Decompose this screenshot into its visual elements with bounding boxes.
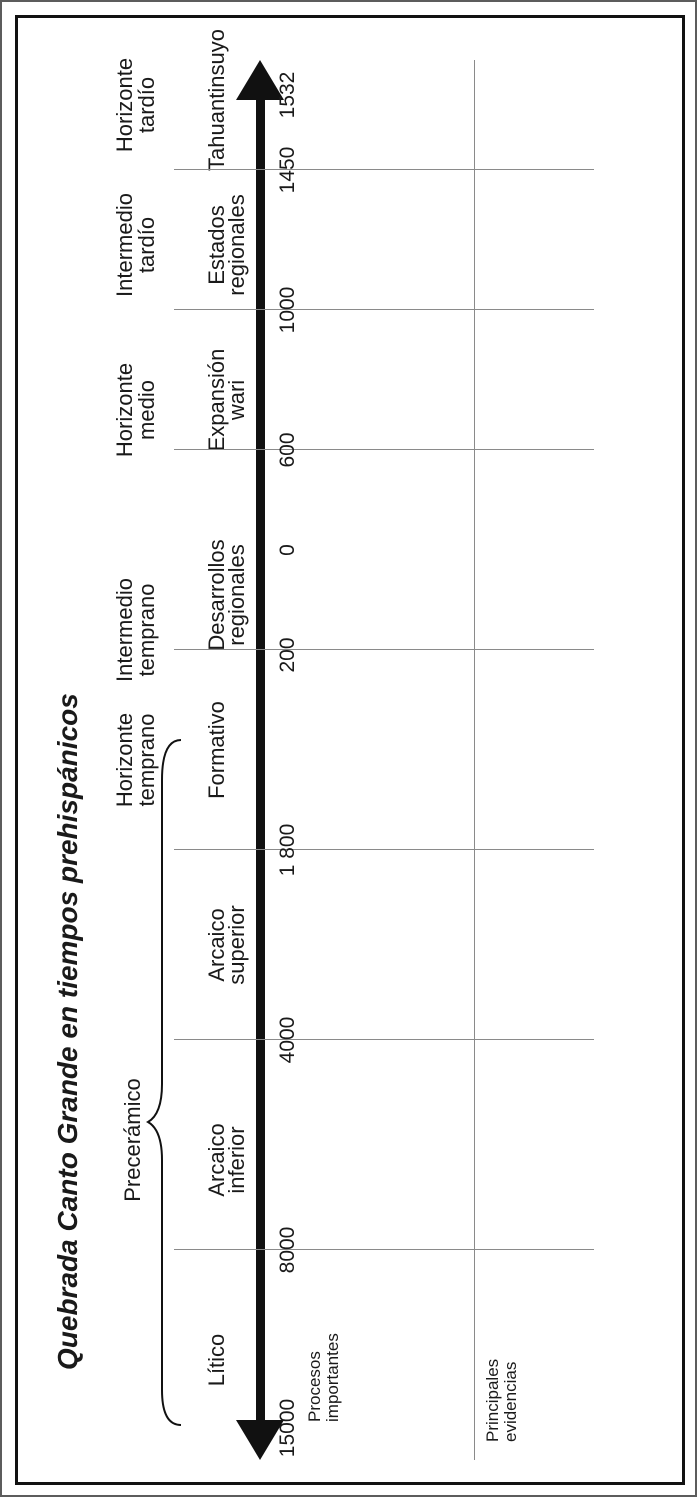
- group-label-preceramico: Precerámico: [120, 1078, 145, 1202]
- period-line2: tardío: [134, 76, 159, 134]
- date-label: 8000: [276, 1226, 299, 1274]
- date-label: 1 800: [276, 823, 299, 877]
- period-line1: Horizonte: [112, 362, 137, 458]
- row-divider-line: [474, 60, 475, 1460]
- row-label-line2: importantes: [323, 1333, 342, 1422]
- divider-line: [174, 649, 594, 650]
- date-label: 1532: [276, 71, 299, 119]
- date-label: 600: [276, 432, 299, 468]
- phase-line1: Lítico: [204, 1333, 229, 1387]
- right-arrowhead: [236, 60, 284, 100]
- divider-line: [174, 449, 594, 450]
- phase-line2: superior: [224, 905, 249, 985]
- diagram-title: Quebrada Canto Grande en tiempos prehisp…: [52, 693, 83, 1370]
- phase-formativo: Formativo: [204, 701, 229, 799]
- row-label-procesos: Procesos importantes: [305, 1333, 342, 1422]
- date-label: 15000: [276, 1398, 299, 1458]
- period-horizonte-medio: Horizonte medio: [112, 362, 159, 458]
- divider-line: [174, 1249, 594, 1250]
- date-label: 4000: [276, 1016, 299, 1064]
- phase-line1: Tahuantinsuyo: [204, 29, 229, 171]
- period-line2: temprano: [134, 583, 159, 677]
- phase-litico: Lítico: [204, 1333, 229, 1387]
- date-label: 1450: [276, 146, 299, 194]
- date-label: 0: [276, 544, 299, 556]
- timeline-diagram: Quebrada Canto Grande en tiempos prehisp…: [24, 29, 594, 1460]
- divider-line: [174, 169, 594, 170]
- preceramic-brace: [146, 739, 182, 1426]
- phase-estados-regionales: Estados regionales: [204, 194, 249, 296]
- period-horizonte-tardio: Horizonte tardío: [112, 57, 159, 153]
- period-intermedio-temprano: Intermedio temprano: [112, 578, 159, 682]
- date-label: 200: [276, 637, 299, 673]
- divider-line: [174, 309, 594, 310]
- row-label-evidencias: Principales evidencias: [483, 1358, 520, 1442]
- phase-desarrollos-regionales: Desarrollos regionales: [204, 539, 249, 650]
- phase-expansion-wari: Expansión wari: [204, 349, 249, 452]
- left-arrowhead: [236, 1420, 284, 1460]
- phase-arcaico-inferior: Arcaico inferior: [204, 1123, 249, 1196]
- period-line2: temprano: [134, 713, 159, 807]
- phase-line2: regionales: [224, 544, 249, 646]
- period-line2: medio: [134, 380, 159, 440]
- divider-line: [174, 849, 594, 850]
- row-label-line2: evidencias: [501, 1361, 520, 1442]
- period-line1: Horizonte: [112, 712, 137, 808]
- phase-line2: wari: [224, 379, 249, 421]
- period-line2: tardío: [134, 216, 159, 274]
- period-line1: Intermedio: [112, 578, 137, 682]
- period-horizonte-temprano: Horizonte temprano: [112, 712, 159, 808]
- phase-line2: inferior: [224, 1126, 249, 1194]
- date-label: 1000: [276, 286, 299, 334]
- phase-line2: regionales: [224, 194, 249, 296]
- divider-line: [174, 1039, 594, 1040]
- phase-tahuantinsuyo: Tahuantinsuyo: [204, 29, 229, 171]
- period-line1: Intermedio: [112, 193, 137, 297]
- row-label-line1: Principales: [483, 1358, 502, 1442]
- period-intermedio-tardio: Intermedio tardío: [112, 193, 159, 297]
- phase-line1: Formativo: [204, 701, 229, 799]
- period-line1: Horizonte: [112, 57, 137, 153]
- row-label-line1: Procesos: [305, 1351, 324, 1422]
- timeline-axis: [256, 86, 265, 1432]
- phase-arcaico-superior: Arcaico superior: [204, 905, 249, 985]
- diagram-border: [15, 15, 685, 1485]
